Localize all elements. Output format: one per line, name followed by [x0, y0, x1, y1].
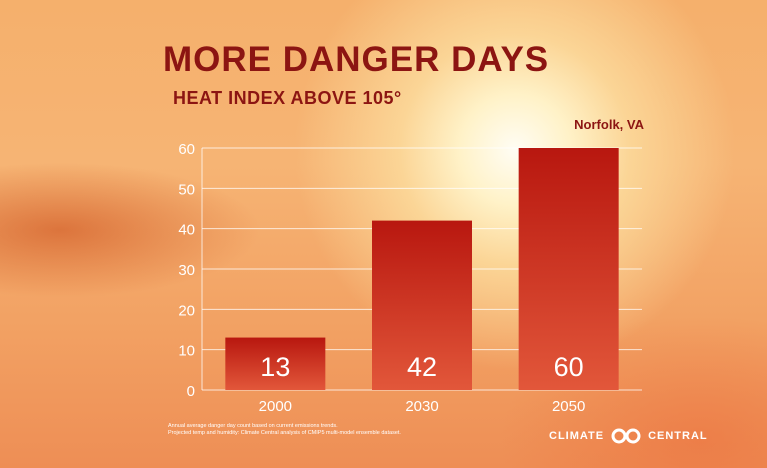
- y-tick-label: 40: [178, 222, 195, 239]
- climate-central-logo-icon: [611, 428, 641, 444]
- x-tick-label: 2050: [552, 398, 585, 415]
- chart-title: MORE DANGER DAYS: [163, 40, 550, 79]
- brand-logo: CLIMATE CENTRAL: [549, 428, 708, 444]
- brand-name-right: CENTRAL: [648, 430, 708, 442]
- y-tick-label: 30: [178, 262, 195, 279]
- footnote-line-1: Annual average danger day count based on…: [168, 423, 338, 429]
- data-label: 42: [407, 352, 437, 382]
- y-tick-label: 10: [178, 343, 195, 360]
- x-axis-ticks: 2000 2030 2050: [259, 398, 586, 415]
- brand-name-left: CLIMATE: [549, 430, 605, 442]
- y-tick-label: 20: [178, 302, 195, 319]
- footnote-line-2: Projected temp and humidity: Climate Cen…: [168, 430, 401, 436]
- x-tick-label: 2030: [405, 398, 438, 415]
- bars: [225, 148, 619, 390]
- data-label: 60: [554, 352, 584, 382]
- y-tick-label: 60: [178, 141, 195, 158]
- footnote: Annual average danger day count based on…: [168, 423, 418, 437]
- y-axis-ticks: 0 10 20 30 40 50 60: [178, 141, 195, 400]
- bar-2050: [518, 148, 619, 390]
- data-label: 13: [260, 352, 290, 382]
- y-tick-label: 0: [187, 383, 195, 400]
- bar-2030: [372, 220, 472, 390]
- y-tick-label: 50: [178, 181, 195, 198]
- x-tick-label: 2000: [259, 398, 292, 415]
- bar-2000: [225, 337, 326, 390]
- chart-subtitle: HEAT INDEX ABOVE 105°: [173, 88, 402, 108]
- location-label: Norfolk, VA: [574, 117, 644, 132]
- data-labels: 13 42 60: [260, 352, 583, 382]
